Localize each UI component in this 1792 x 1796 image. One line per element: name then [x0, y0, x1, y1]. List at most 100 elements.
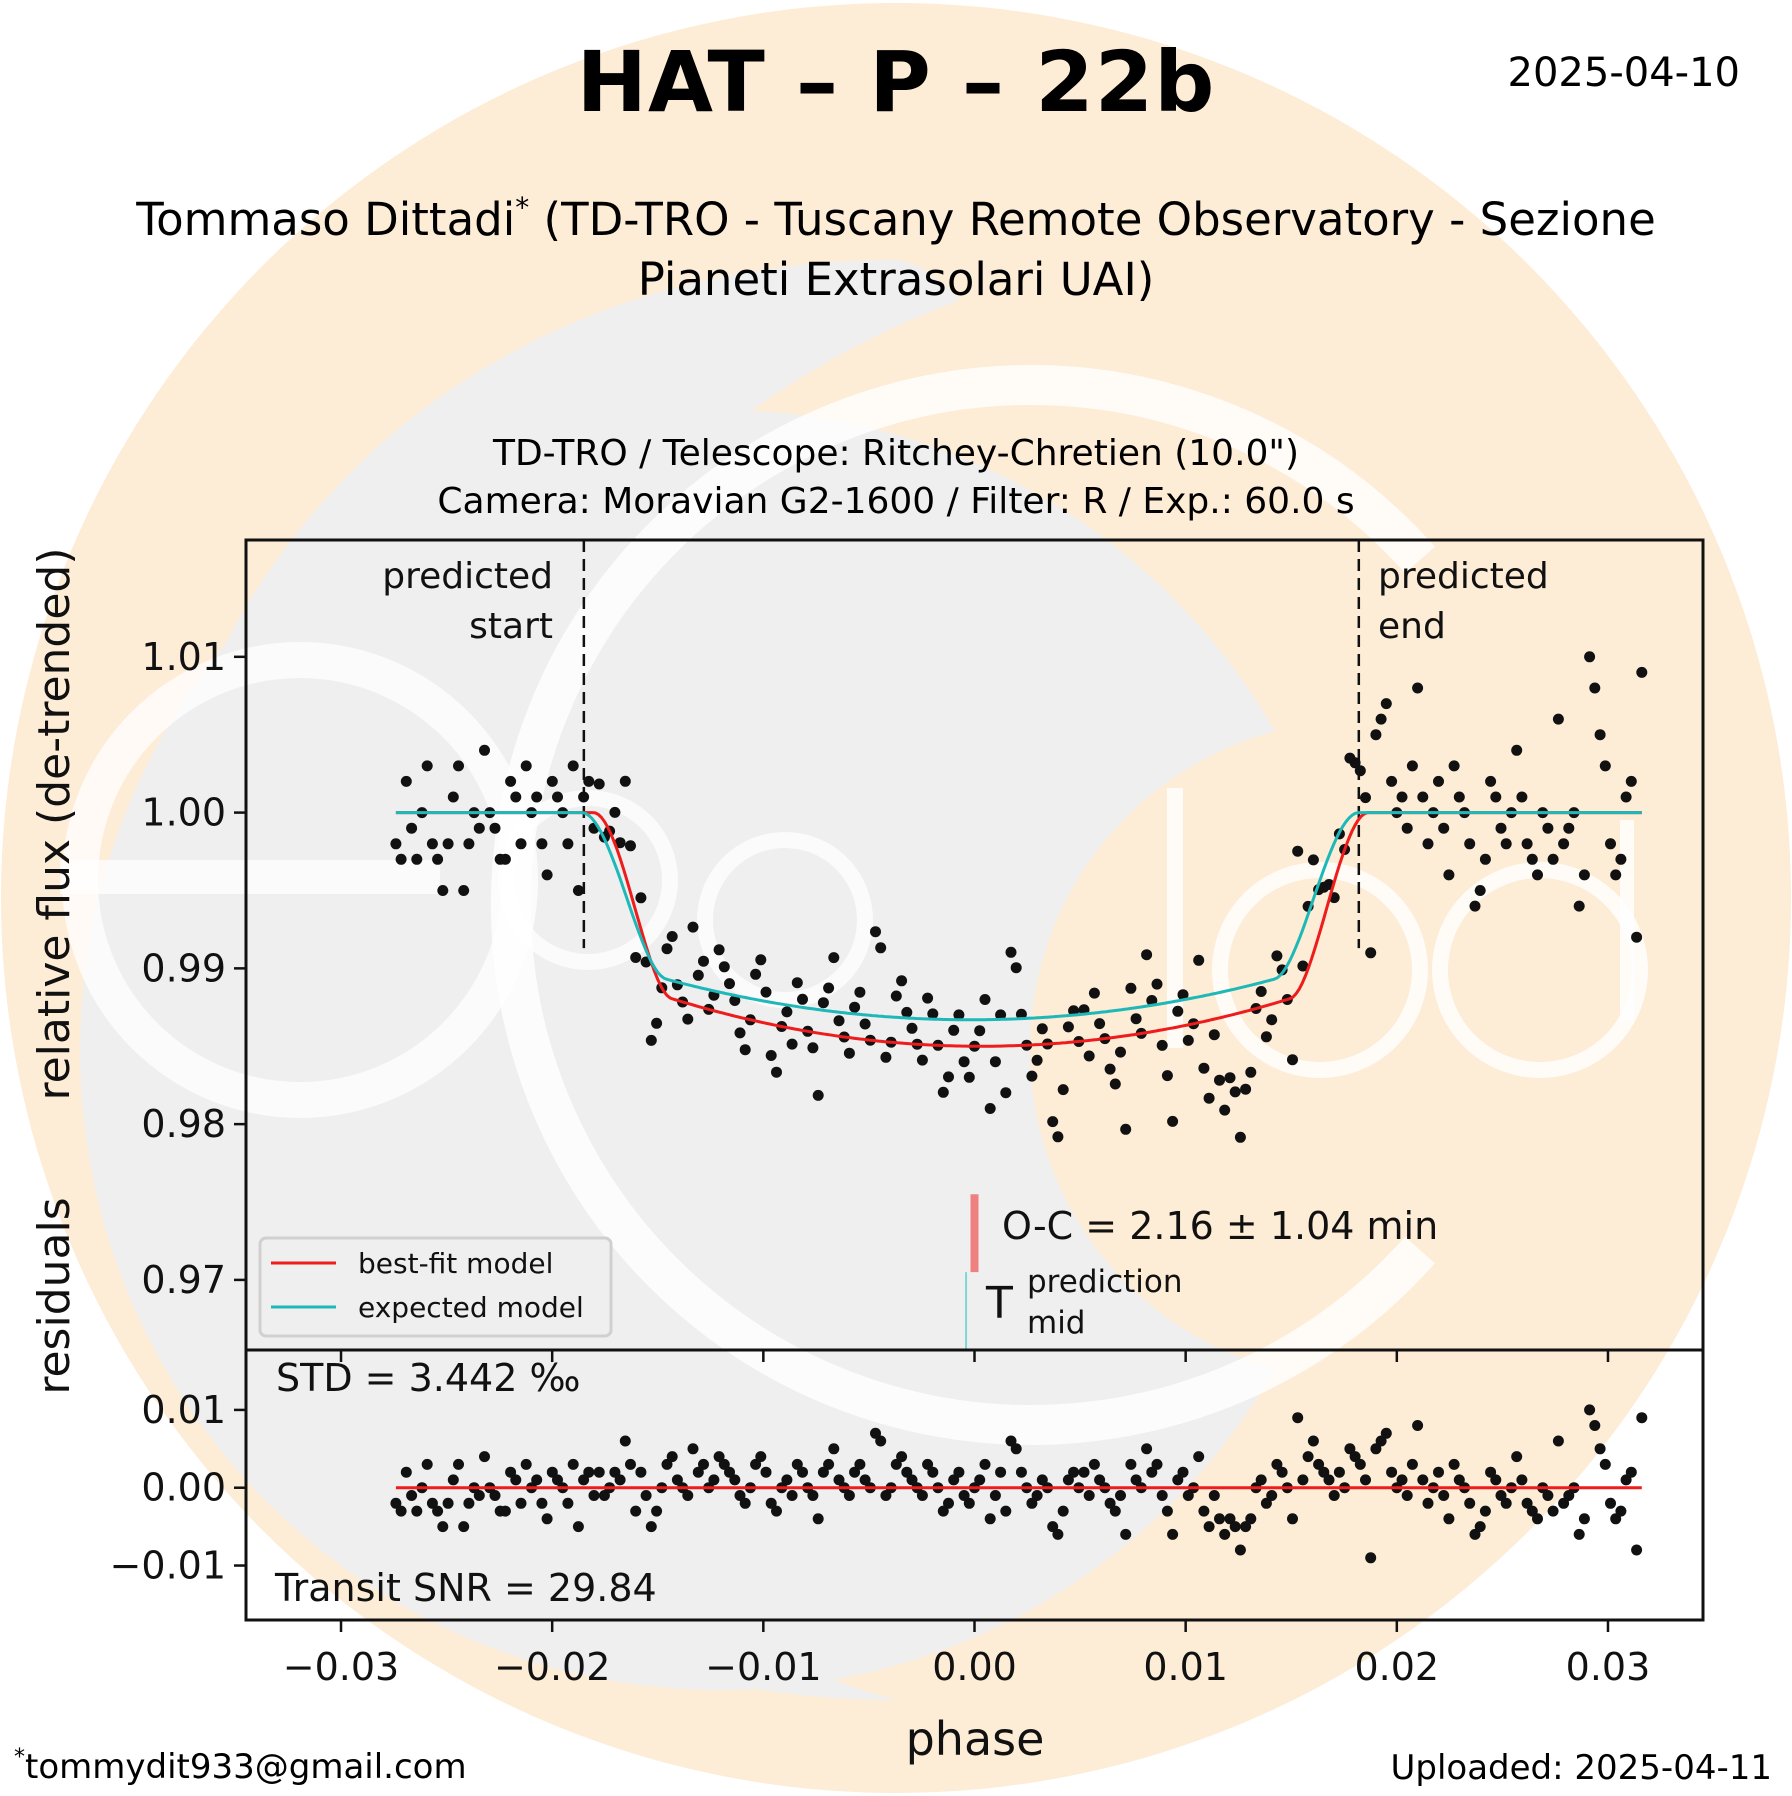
residual-point: [1412, 1420, 1424, 1431]
residual-point: [843, 1490, 855, 1501]
data-point: [1354, 765, 1366, 777]
affiliation-line2: Pianeti Extrasolari UAI): [637, 253, 1155, 306]
residual-point: [1109, 1505, 1121, 1517]
data-point: [843, 1047, 855, 1059]
data-point: [567, 760, 579, 772]
x-axis-label: phase: [906, 1712, 1045, 1766]
data-point: [974, 1025, 986, 1037]
data-point: [859, 1018, 871, 1030]
data-point: [1240, 1083, 1252, 1095]
residual-marks: [390, 1404, 1648, 1564]
data-point: [1401, 822, 1413, 834]
residual-point: [781, 1474, 793, 1486]
residual-point: [1224, 1513, 1236, 1525]
data-point: [1443, 869, 1455, 881]
residual-point: [1167, 1528, 1179, 1540]
data-point: [1214, 1074, 1225, 1086]
residual-point: [1443, 1513, 1455, 1525]
residual-point: [1594, 1443, 1606, 1455]
data-point: [1532, 869, 1543, 881]
residual-point: [578, 1474, 590, 1486]
data-point: [1479, 853, 1491, 865]
residual-point: [1297, 1474, 1309, 1486]
residual-point: [406, 1490, 418, 1501]
residual-point: [1203, 1521, 1215, 1533]
data-point: [1109, 1078, 1121, 1090]
residual-point: [880, 1490, 892, 1501]
residual-point: [1083, 1490, 1095, 1501]
residual-point: [651, 1505, 663, 1517]
residual-point: [1146, 1466, 1158, 1478]
predicted-end-label-1: predicted: [1378, 556, 1549, 597]
data-point: [812, 1089, 824, 1101]
data-point: [1464, 838, 1476, 850]
residual-point: [567, 1458, 579, 1470]
data-point: [541, 869, 553, 881]
data-point: [1605, 838, 1616, 850]
data-point: [1433, 775, 1444, 787]
residual-point: [1010, 1443, 1022, 1455]
data-point: [1062, 1021, 1074, 1033]
residual-point: [625, 1458, 636, 1470]
data-point: [473, 822, 485, 834]
legend-best-fit-label: best-fit model: [358, 1247, 553, 1280]
data-point: [562, 838, 574, 850]
data-point: [666, 931, 678, 942]
residual-point: [1005, 1435, 1017, 1447]
data-point: [1130, 1013, 1142, 1025]
x-tick-label: 0.01: [1143, 1645, 1228, 1689]
residual-point: [1500, 1497, 1512, 1509]
data-point: [1422, 838, 1434, 850]
data-point: [791, 977, 803, 989]
data-point: [1271, 950, 1283, 962]
residual-point: [718, 1458, 730, 1470]
data-point: [1396, 791, 1408, 803]
residual-point: [901, 1466, 913, 1478]
residual-point: [619, 1435, 631, 1447]
data-point: [870, 926, 881, 938]
residual-point: [1161, 1505, 1173, 1517]
data-point: [771, 1066, 782, 1078]
data-point: [432, 853, 444, 865]
data-point: [984, 1103, 996, 1114]
data-point: [1511, 744, 1523, 756]
residual-point: [630, 1505, 642, 1517]
data-point: [1375, 713, 1387, 725]
residual-point: [442, 1497, 454, 1509]
residual-point: [552, 1474, 563, 1486]
watermark-right-disc: [1030, 720, 1690, 1380]
data-point: [406, 822, 418, 834]
residual-y-tick-label: 0.00: [141, 1466, 226, 1510]
residual-point: [1307, 1435, 1319, 1447]
author-mark: *: [515, 191, 530, 224]
residual-point: [708, 1474, 720, 1486]
residual-point: [1605, 1497, 1616, 1509]
data-point: [854, 986, 866, 998]
residual-point: [1433, 1466, 1444, 1478]
data-point: [755, 954, 767, 966]
std-label: STD = 3.442 ‰: [276, 1356, 580, 1400]
data-point: [1000, 1087, 1012, 1099]
data-point: [989, 1056, 1001, 1068]
residual-point: [541, 1513, 553, 1525]
data-point: [531, 791, 543, 803]
residual-point: [859, 1474, 871, 1486]
data-point: [1631, 931, 1643, 943]
data-point: [1198, 1062, 1210, 1074]
data-point: [437, 885, 449, 896]
data-point: [1516, 791, 1528, 803]
data-point: [713, 944, 725, 956]
data-point: [687, 921, 699, 933]
residual-point: [927, 1466, 939, 1478]
residual-point: [1417, 1474, 1429, 1486]
residual-point: [1448, 1458, 1460, 1470]
data-point: [552, 791, 563, 803]
residual-point: [1370, 1443, 1382, 1455]
data-point: [1599, 760, 1611, 772]
residual-point: [1438, 1490, 1450, 1501]
data-point: [927, 1008, 939, 1020]
data-point: [1052, 1131, 1064, 1143]
residual-point: [614, 1474, 626, 1486]
residual-point: [1078, 1466, 1090, 1478]
data-point: [786, 1038, 798, 1050]
